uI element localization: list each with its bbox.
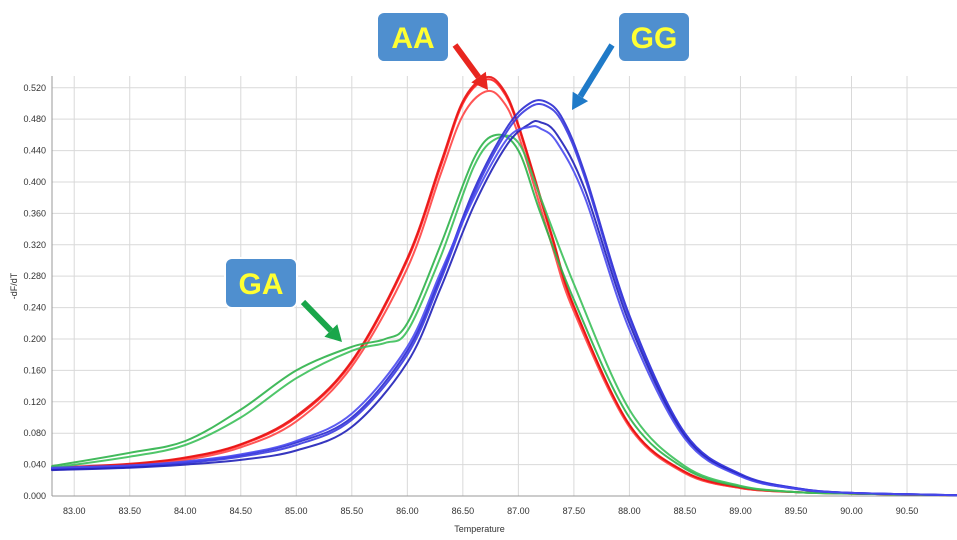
callout-aa: AA	[376, 11, 488, 90]
x-tick-label: 84.50	[230, 506, 253, 516]
y-tick-label: 0.000	[23, 491, 46, 501]
x-tick-label: 84.00	[174, 506, 197, 516]
callout-box	[617, 11, 691, 63]
x-tick-label: 88.50	[674, 506, 697, 516]
callout-layer: AA GG GA	[224, 11, 691, 342]
x-tick-label: 89.00	[729, 506, 752, 516]
series-line-aa-1	[51, 89, 957, 497]
x-tick-label: 90.00	[840, 506, 863, 516]
y-tick-label: 0.200	[23, 334, 46, 344]
callout-label: AA	[391, 22, 434, 55]
y-tick-label: 0.040	[23, 460, 46, 470]
x-tick-label: 86.50	[452, 506, 475, 516]
x-tick-label: 83.00	[63, 506, 86, 516]
callout-box	[376, 11, 450, 63]
series-layer	[51, 75, 957, 497]
y-tick-label: 0.480	[23, 114, 46, 124]
callout-arrow-shaft	[300, 299, 333, 333]
callout-arrow-head	[324, 324, 342, 342]
series-line-gg-5	[51, 99, 957, 497]
grid-layer	[52, 76, 957, 497]
callout-arrow-head	[471, 71, 488, 90]
x-tick-label: 85.00	[285, 506, 308, 516]
y-tick-label: 0.080	[23, 428, 46, 438]
callout-label: GA	[239, 268, 284, 301]
callout-arrow-head	[572, 91, 589, 110]
x-tick-label: 87.50	[563, 506, 586, 516]
x-axis-title: Temperature	[454, 524, 505, 534]
callout-ga: GA	[224, 257, 342, 342]
x-tick-label: 87.00	[507, 506, 530, 516]
x-tick-label: 89.50	[785, 506, 808, 516]
axis-layer: 0.000 0.040 0.080 0.120 0.160 0.200 0.240 0.280…	[23, 76, 957, 516]
x-tick-label: 85.50	[341, 506, 364, 516]
series-line-ga-4	[51, 134, 957, 497]
callout-gg: GG	[572, 11, 691, 110]
y-tick-label: 0.440	[23, 146, 46, 156]
callout-box	[224, 257, 298, 309]
series-line-gg-6	[51, 103, 957, 497]
y-tick-label: 0.160	[23, 365, 46, 375]
y-tick-label: 0.360	[23, 208, 46, 218]
callout-arrow-shaft	[577, 43, 615, 98]
x-tick-label: 83.50	[118, 506, 141, 516]
callout-label: GG	[631, 22, 678, 55]
series-line-gg-8	[51, 125, 957, 497]
x-tick-label: 88.00	[618, 506, 641, 516]
x-tick-label: 86.00	[396, 506, 419, 516]
callout-arrow-shaft	[452, 43, 481, 79]
y-tick-label: 0.280	[23, 271, 46, 281]
y-tick-label: 0.320	[23, 240, 46, 250]
y-tick-label: 0.240	[23, 303, 46, 313]
series-line-aa-2	[51, 75, 957, 497]
y-tick-label: 0.400	[23, 177, 46, 187]
y-tick-label: 0.520	[23, 83, 46, 93]
y-tick-label: 0.120	[23, 397, 46, 407]
x-tick-label: 90.50	[896, 506, 919, 516]
series-line-ga-3	[51, 133, 957, 497]
y-axis-title: -dF/dT	[9, 272, 19, 299]
